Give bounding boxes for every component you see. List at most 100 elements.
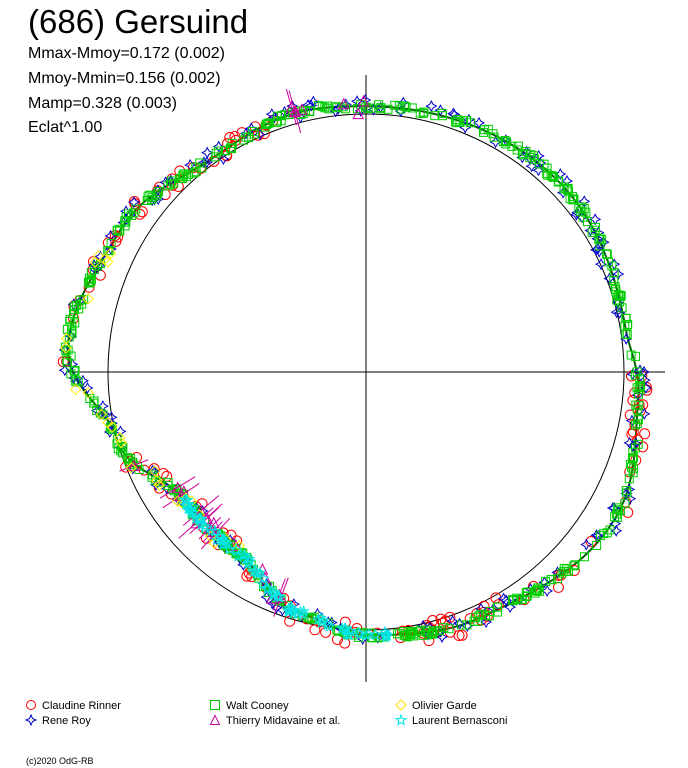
data-point <box>136 206 148 218</box>
data-point <box>82 293 94 305</box>
data-point <box>250 129 260 139</box>
error-bar <box>195 507 220 530</box>
data-point <box>627 454 637 464</box>
lightcurve-line <box>66 105 640 637</box>
data-point <box>513 594 523 604</box>
data-point <box>533 583 543 593</box>
data-point <box>622 488 632 498</box>
data-point <box>493 602 503 612</box>
data-point <box>106 238 116 248</box>
data-point <box>584 224 597 237</box>
data-point <box>541 584 554 597</box>
data-point <box>338 622 351 635</box>
legend-label: Thierry Midavaine et al. <box>226 715 341 727</box>
data-point <box>66 358 79 371</box>
data-point <box>253 566 266 578</box>
data-point <box>69 308 79 318</box>
data-point <box>587 227 597 237</box>
data-point <box>633 439 643 449</box>
data-point <box>361 102 371 112</box>
data-point <box>578 212 588 222</box>
stat-eclat: Eclat^1.00 <box>28 119 103 136</box>
data-point <box>193 512 206 525</box>
data-point <box>532 164 545 177</box>
data-point <box>332 625 342 635</box>
data-point <box>562 184 572 194</box>
legend-entry-walt-cooney: Walt Cooney <box>210 699 380 713</box>
data-point <box>169 486 179 496</box>
data-point <box>352 107 365 120</box>
data-point <box>295 103 308 115</box>
data-point <box>595 531 605 541</box>
data-point <box>594 258 608 271</box>
data-point <box>415 627 425 637</box>
data-point <box>286 603 299 615</box>
data-point <box>309 624 321 636</box>
data-point <box>590 225 600 235</box>
data-point <box>610 524 623 537</box>
data-point <box>178 170 188 180</box>
data-point <box>112 226 122 236</box>
data-point <box>239 135 249 145</box>
data-point <box>212 140 225 153</box>
data-point <box>62 358 72 368</box>
series-walt-cooney <box>60 100 646 643</box>
data-point <box>466 118 476 128</box>
stat-mamp: Mamp=0.328 (0.003) <box>28 95 177 112</box>
data-point <box>209 525 222 537</box>
data-point <box>633 389 643 399</box>
data-point <box>338 97 350 110</box>
data-point <box>489 132 499 142</box>
data-point <box>626 350 636 360</box>
data-point <box>264 118 274 128</box>
legend-marker-square <box>210 700 220 710</box>
data-point <box>60 332 73 345</box>
data-point <box>167 484 177 494</box>
legend-entry-rene-roy: Rene Roy <box>24 713 186 728</box>
data-point <box>154 186 164 196</box>
data-point <box>435 630 449 643</box>
data-point <box>262 119 272 129</box>
data-point <box>439 623 449 633</box>
data-point <box>568 195 578 205</box>
legend-label: Olivier Garde <box>412 700 477 712</box>
data-point <box>563 186 573 196</box>
data-point <box>106 421 118 433</box>
data-point <box>86 268 96 278</box>
data-point <box>452 115 462 125</box>
data-point <box>330 102 340 112</box>
data-point <box>631 400 641 410</box>
data-point <box>70 318 80 328</box>
data-point <box>145 190 155 200</box>
data-point <box>95 408 108 421</box>
data-point <box>612 509 622 519</box>
data-point <box>500 136 510 146</box>
data-point <box>592 529 605 542</box>
data-point <box>371 631 384 644</box>
data-point <box>607 261 617 271</box>
data-point <box>395 629 405 639</box>
legend-label: Claudine Rinner <box>42 700 121 712</box>
data-point <box>626 439 639 452</box>
legend-marker-star4 <box>24 713 38 727</box>
legend-entry-claudine-rinner: Claudine Rinner <box>26 699 186 713</box>
data-point <box>547 171 557 181</box>
error-bar <box>159 476 196 499</box>
data-point <box>513 141 523 151</box>
data-point <box>151 474 163 487</box>
data-point <box>570 560 580 570</box>
data-point <box>621 329 631 339</box>
stat-mmax-mmoy: Mmax-Mmoy=0.172 (0.002) <box>28 45 225 62</box>
data-point <box>272 590 285 602</box>
data-point <box>418 108 428 118</box>
data-point <box>592 540 602 550</box>
data-point <box>614 290 624 300</box>
data-point <box>632 367 642 377</box>
data-point <box>624 492 637 505</box>
data-point <box>63 345 73 355</box>
data-point <box>201 146 214 159</box>
data-point <box>424 630 434 640</box>
data-point <box>602 249 612 259</box>
data-point <box>401 102 411 112</box>
